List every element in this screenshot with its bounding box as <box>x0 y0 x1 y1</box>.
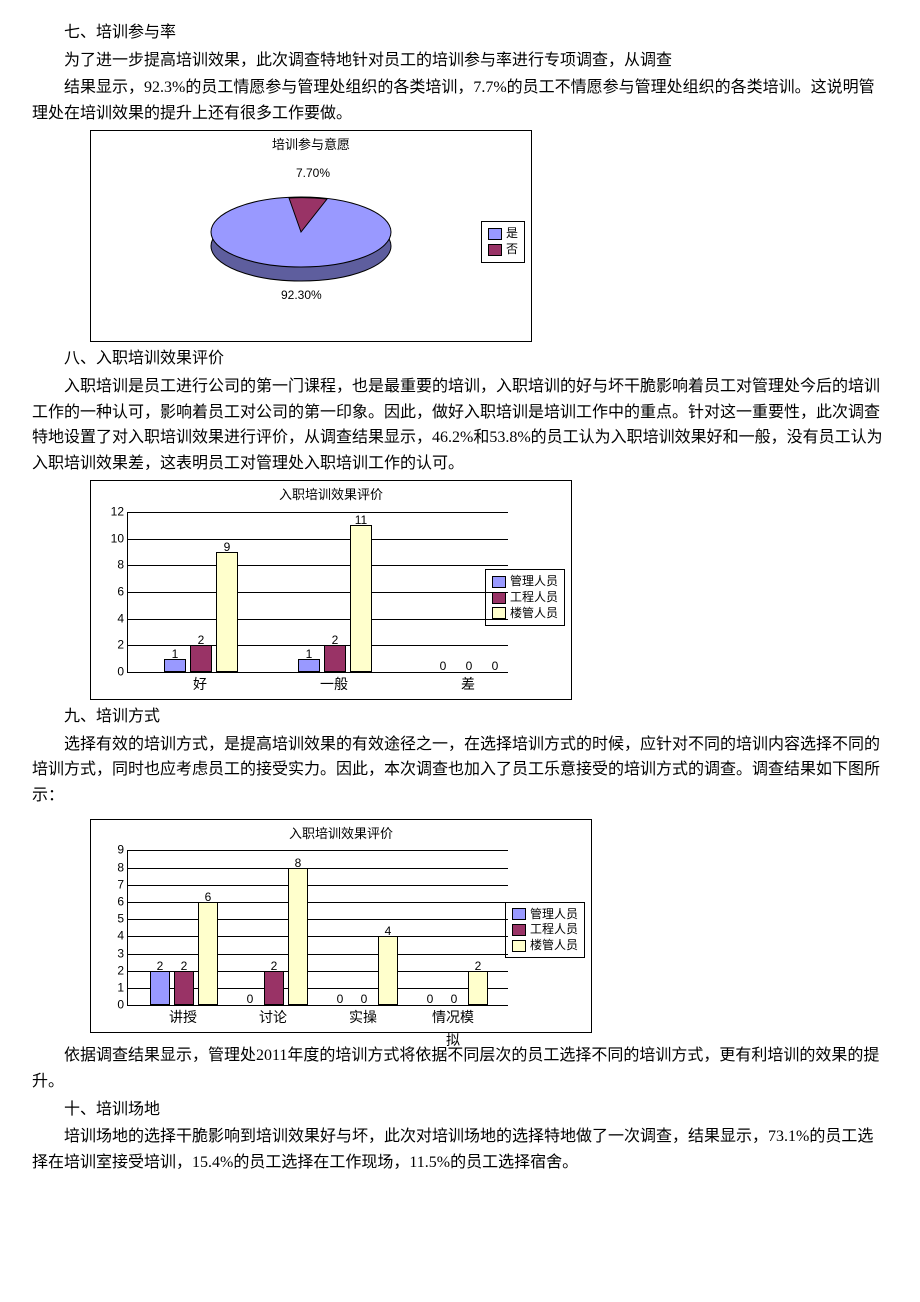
gridline <box>128 512 508 513</box>
bar-value-label: 2 <box>157 957 164 976</box>
ytick: 4 <box>102 609 124 628</box>
chart3-xaxis: 讲授讨论实操情况模拟 <box>127 1006 507 1028</box>
ytick: 8 <box>102 858 124 877</box>
bar-value-label: 2 <box>332 631 339 650</box>
x-category: 实操 <box>349 1008 377 1030</box>
gridline <box>128 885 508 886</box>
section9-p1: 选择有效的培训方式，是提高培训效果的有效途径之一，在选择培训方式的时候，应针对不… <box>32 732 888 809</box>
chart3-frame: 入职培训效果评价 管理人员 工程人员 楼管人员 0123456789226028… <box>90 819 592 1034</box>
bar-value-label: 2 <box>475 957 482 976</box>
section9-heading: 九、培训方式 <box>32 704 888 730</box>
bar: 1 <box>164 659 186 672</box>
x-category: 讨论 <box>259 1008 287 1030</box>
x-category: 好 <box>193 675 207 697</box>
x-category: 一般 <box>320 675 348 697</box>
chart2-plot: 0246810121291211000 <box>127 512 508 673</box>
ytick: 2 <box>102 636 124 655</box>
chart3-title: 入职培训效果评价 <box>91 820 591 845</box>
x-category: 讲授 <box>169 1008 197 1030</box>
bar-value-label: 1 <box>306 645 313 664</box>
ytick: 3 <box>102 944 124 963</box>
bar: 2 <box>468 971 488 1005</box>
chart1-title: 培训参与意愿 <box>91 131 531 156</box>
bar-value-label: 2 <box>198 631 205 650</box>
ytick: 12 <box>102 503 124 522</box>
bar-value-label: 2 <box>271 957 278 976</box>
bar-group: 004 <box>330 936 398 1005</box>
bar: 9 <box>216 552 238 672</box>
bar: 2 <box>174 971 194 1005</box>
chart1-pie: 7.70% 92.30% <box>111 160 511 305</box>
chart2-frame: 入职培训效果评价 管理人员 工程人员 楼管人员 0246810121291211… <box>90 480 572 700</box>
x-category: 差 <box>461 675 475 697</box>
bar: 2 <box>190 645 212 672</box>
x-category: 情况模拟 <box>426 1008 480 1053</box>
bar-value-label: 11 <box>355 511 367 530</box>
chart2-xaxis: 好 一般 差 <box>127 673 507 695</box>
ytick: 6 <box>102 892 124 911</box>
bar-group: 028 <box>240 868 308 1006</box>
pie-label-yes: 92.30% <box>281 286 322 305</box>
bar-group: 1211 <box>298 525 372 672</box>
ytick: 9 <box>102 841 124 860</box>
ytick: 10 <box>102 529 124 548</box>
section7-heading: 七、培训参与率 <box>32 20 888 46</box>
bar: 4 <box>378 936 398 1005</box>
pie-label-no: 7.70% <box>296 164 330 183</box>
section10-p1: 培训场地的选择干脆影响到培训效果好与坏，此次对培训场地的选择特地做了一次调查，结… <box>32 1124 888 1175</box>
bar-value-label: 8 <box>295 854 302 873</box>
ytick: 4 <box>102 927 124 946</box>
section7-p2: 结果显示，92.3%的员工情愿参与管理处组织的各类培训，7.7%的员工不情愿参与… <box>32 75 888 126</box>
chart1-frame: 培训参与意愿 是 否 7.70% 92.30% <box>90 130 532 342</box>
bar-value-label: 6 <box>205 888 212 907</box>
ytick: 0 <box>102 663 124 682</box>
gridline <box>128 868 508 869</box>
section8-p1: 入职培训是员工进行公司的第一门课程，也是最重要的培训，入职培训的好与坏干脆影响着… <box>32 374 888 476</box>
section8-heading: 八、入职培训效果评价 <box>32 346 888 372</box>
chart2-title: 入职培训效果评价 <box>91 481 571 506</box>
bar: 8 <box>288 868 308 1006</box>
section7-p1: 为了进一步提高培训效果，此次调查特地针对员工的培训参与率进行专项调查，从调查 <box>32 48 888 74</box>
chart3-plotwrap: 0123456789226028004002 讲授讨论实操情况模拟 <box>127 850 579 1028</box>
bar-value-label: 1 <box>172 645 179 664</box>
bar: 11 <box>350 525 372 672</box>
bar-value-label: 4 <box>385 922 392 941</box>
ytick: 1 <box>102 978 124 997</box>
gridline <box>128 850 508 851</box>
section10-heading: 十、培训场地 <box>32 1097 888 1123</box>
ytick: 2 <box>102 961 124 980</box>
bar-value-label: 9 <box>224 538 231 557</box>
bar-group: 129 <box>164 552 238 672</box>
bar: 2 <box>324 645 346 672</box>
ytick: 8 <box>102 556 124 575</box>
ytick: 7 <box>102 875 124 894</box>
bar-group: 002 <box>420 971 488 1005</box>
bar: 2 <box>150 971 170 1005</box>
chart2-plotwrap: 0246810121291211000 好一般差 <box>127 512 559 695</box>
bar: 2 <box>264 971 284 1005</box>
bar-value-label: 2 <box>181 957 188 976</box>
bar: 1 <box>298 659 320 672</box>
ytick: 0 <box>102 996 124 1015</box>
chart3-plot: 0123456789226028004002 <box>127 850 508 1006</box>
ytick: 5 <box>102 910 124 929</box>
bar: 6 <box>198 902 218 1005</box>
ytick: 6 <box>102 583 124 602</box>
bar-group: 226 <box>150 902 218 1005</box>
